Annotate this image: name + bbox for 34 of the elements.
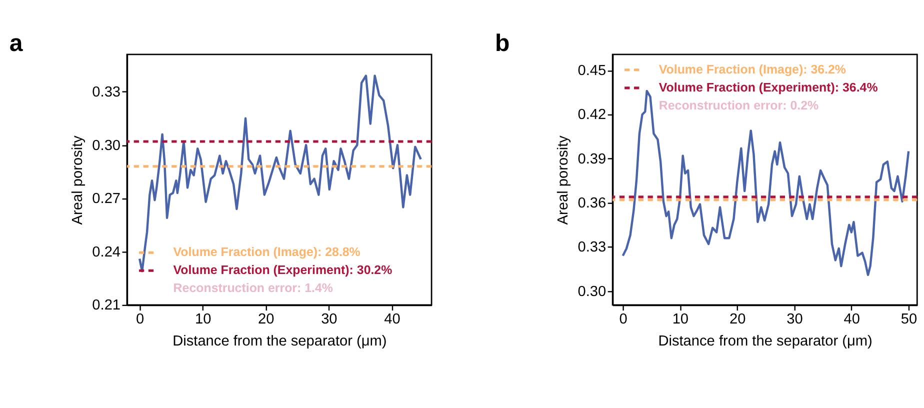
x-axis-title: Distance from the separator (μm): [658, 334, 872, 350]
x-tick-label: 0: [619, 311, 628, 328]
x-tick-label: 50: [900, 311, 918, 328]
annotation: Reconstruction error: 0.2%: [658, 98, 819, 112]
legend-label: Volume Fraction (Experiment): 30.2%: [173, 263, 392, 278]
y-tick-label: 0.33: [578, 240, 606, 256]
x-tick-label: 20: [258, 311, 274, 328]
x-tick-label: 40: [384, 311, 400, 328]
legend-label: Volume Fraction (Image): 28.8%: [173, 245, 360, 260]
y-tick-label: 0.30: [578, 284, 606, 300]
y-tick-label: 0.45: [578, 63, 606, 80]
x-tick-label: 0: [136, 311, 144, 328]
legend-label: Volume Fraction (Image): 36.2%: [658, 62, 846, 76]
y-tick-label: 0.33: [92, 84, 121, 100]
y-tick-label: 0.42: [578, 107, 606, 124]
x-tick-label: 40: [844, 311, 860, 328]
chart-title: b: [494, 30, 510, 58]
legend-label: Volume Fraction (Experiment): 36.4%: [658, 80, 878, 94]
chart-title: a: [9, 30, 24, 58]
x-tick-label: 10: [672, 311, 689, 328]
y-tick-label: 0.39: [578, 151, 606, 168]
x-tick-label: 30: [321, 311, 338, 328]
x-tick-label: 20: [729, 311, 746, 328]
y-tick-label: 0.36: [578, 196, 606, 212]
annotation: Reconstruction error: 1.4%: [173, 281, 333, 296]
x-tick-label: 10: [194, 311, 212, 328]
y-tick-label: 0.21: [92, 298, 121, 314]
y-axis-title: Areal porosity: [555, 134, 572, 225]
y-tick-label: 0.30: [92, 138, 121, 154]
y-axis-title: Areal porosity: [70, 134, 86, 225]
y-tick-label: 0.27: [92, 191, 121, 208]
y-tick-label: 0.24: [92, 244, 121, 260]
x-tick-label: 30: [786, 311, 803, 328]
x-axis-title: Distance from the separator (μm): [172, 334, 387, 350]
